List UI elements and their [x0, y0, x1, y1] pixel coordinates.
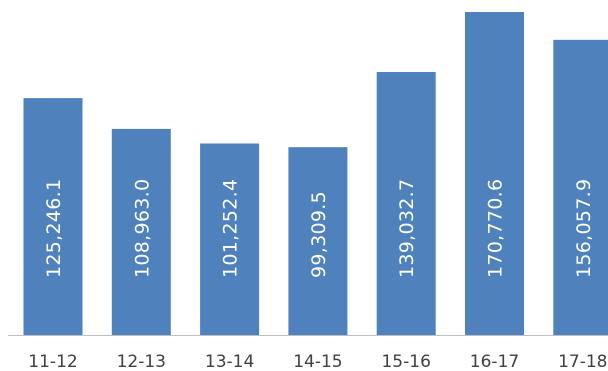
- x-tick-label-15-16: 15-16: [381, 352, 430, 371]
- data-label-14-15: 99,309.5: [308, 191, 330, 278]
- bar-16-17: [465, 12, 524, 335]
- bar-17-18: [553, 39, 608, 335]
- data-label-11-12: 125,246.1: [43, 179, 65, 278]
- bar-11-12: [23, 98, 83, 335]
- x-tick-label-14-15: 14-15: [293, 352, 342, 371]
- bar-15-16: [376, 72, 436, 335]
- x-tick-label-11-12: 11-12: [28, 352, 77, 371]
- bar-14-15: [288, 147, 348, 335]
- data-label-12-13: 108,963.0: [131, 179, 153, 278]
- x-tick-label-17-18: 17-18: [558, 352, 607, 371]
- data-label-17-18: 156,057.9: [573, 179, 595, 278]
- x-tick-label-16-17: 16-17: [470, 352, 519, 371]
- data-label-13-14: 101,252.4: [220, 179, 242, 278]
- x-tick-labels: 11-12 12-13 13-14 14-15 15-16 16-17 17-18: [28, 352, 607, 371]
- bars-group: 125,246.1 108,963.0 101,252.4 99,309.5 139,0…: [23, 12, 608, 335]
- data-label-16-17: 170,770.6: [485, 179, 507, 278]
- data-label-15-16: 139,032.7: [396, 179, 418, 278]
- x-tick-label-13-14: 13-14: [205, 352, 254, 371]
- x-tick-label-12-13: 12-13: [117, 352, 166, 371]
- bar-12-13: [111, 128, 171, 335]
- bar-13-14: [200, 143, 260, 335]
